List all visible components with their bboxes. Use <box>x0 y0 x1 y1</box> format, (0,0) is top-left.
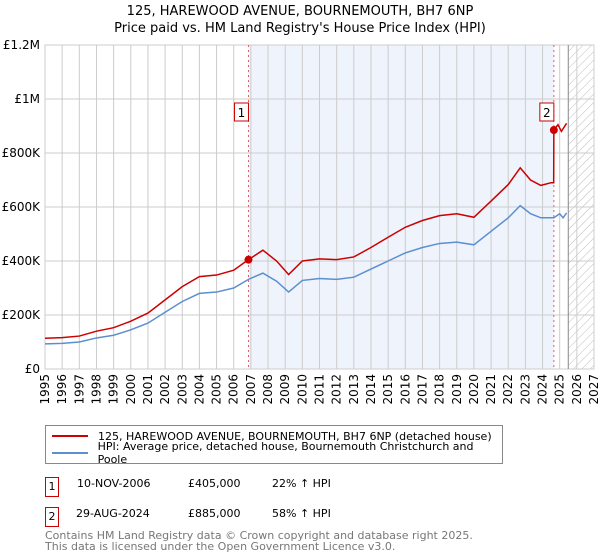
x-tick-label: 2006 <box>227 374 241 405</box>
sale-label: 2 <box>543 106 551 120</box>
x-tick-label: 2009 <box>278 374 292 405</box>
series-line <box>44 122 568 339</box>
x-tick-label: 2016 <box>398 374 412 405</box>
x-tick-label: 1995 <box>38 374 52 405</box>
sale-price: £405,000 <box>188 477 241 490</box>
sale-date: 10-NOV-2006 <box>77 477 151 490</box>
x-tick-label: 2017 <box>415 374 429 405</box>
sale-hpi-change: 22% ↑ HPI <box>272 477 331 490</box>
x-tick-label: 2027 <box>587 374 600 405</box>
x-tick-label: 1997 <box>72 374 86 405</box>
x-tick-label: 1996 <box>55 374 69 405</box>
x-tick-label: 2022 <box>501 374 515 405</box>
x-tick-label: 2008 <box>261 374 275 405</box>
blue-line-swatch <box>52 452 88 454</box>
legend-item-hpi: HPI: Average price, detached house, Bour… <box>52 440 502 466</box>
x-tick-label: 1998 <box>89 374 103 405</box>
x-tick-label: 2018 <box>433 374 447 405</box>
y-tick-label: £1.2M <box>3 38 40 52</box>
sale-number-badge: 1 <box>45 477 59 497</box>
x-tick-label: 2019 <box>450 374 464 405</box>
sale-date: 29-AUG-2024 <box>76 507 150 520</box>
sale-label-box <box>233 102 249 122</box>
y-tick-label: £800K <box>2 146 42 160</box>
sale-point <box>244 255 253 264</box>
chart-title: 125, HAREWOOD AVENUE, BOURNEMOUTH, BH7 6… <box>126 4 474 19</box>
x-tick-label: 2002 <box>158 374 172 405</box>
legend-item-property: 125, HAREWOOD AVENUE, BOURNEMOUTH, BH7 6… <box>52 428 492 444</box>
x-tick-label: 2005 <box>210 374 224 405</box>
footer: Contains HM Land Registry data © Crown c… <box>45 530 473 552</box>
x-tick-label: 2004 <box>192 374 206 405</box>
plot-border <box>44 44 595 370</box>
x-tick-label: 2001 <box>141 374 155 405</box>
y-tick-label: £0 <box>25 362 40 376</box>
legend: 125, HAREWOOD AVENUE, BOURNEMOUTH, BH7 6… <box>45 425 503 466</box>
x-tick-label: 2013 <box>347 374 361 405</box>
chart-subtitle: Price paid vs. HM Land Registry's House … <box>114 21 486 36</box>
x-tick-label: 1999 <box>107 374 121 405</box>
sale-label: 1 <box>238 106 246 120</box>
x-tick-label: 2023 <box>518 374 532 405</box>
x-tick-label: 2024 <box>536 374 550 405</box>
x-tick-label: 2014 <box>364 374 378 405</box>
y-tick-label: £200K <box>2 308 42 322</box>
y-tick-label: £400K <box>2 254 42 268</box>
legend-label: 125, HAREWOOD AVENUE, BOURNEMOUTH, BH7 6… <box>98 429 492 443</box>
series-line <box>44 204 568 345</box>
x-tick-label: 2025 <box>553 374 567 405</box>
x-tick-label: 2010 <box>295 374 309 405</box>
x-tick-label: 2003 <box>175 374 189 405</box>
y-tick-label: £600K <box>2 200 42 214</box>
x-tick-label: 2015 <box>381 374 395 405</box>
footer-copyright: Contains HM Land Registry data © Crown c… <box>45 529 473 542</box>
x-tick-label: 2000 <box>124 374 138 405</box>
legend-label: HPI: Average price, detached house, Bour… <box>97 440 474 466</box>
x-tick-label: 2026 <box>570 374 584 405</box>
sale-hpi-change: 58% ↑ HPI <box>272 507 331 520</box>
x-tick-label: 2012 <box>330 374 344 405</box>
footer-licence: This data is licensed under the Open Gov… <box>45 540 396 553</box>
x-tick-label: 2007 <box>244 374 258 405</box>
y-tick-label: £1M <box>14 92 40 106</box>
sale-point <box>549 126 558 135</box>
x-tick-label: 2021 <box>484 374 498 405</box>
sale-price: £885,000 <box>188 507 241 520</box>
x-tick-label: 2020 <box>467 374 481 405</box>
x-tick-label: 2011 <box>313 374 327 405</box>
sale-label-box <box>539 102 555 122</box>
sale-number-badge: 2 <box>45 507 59 527</box>
red-line-swatch <box>52 435 88 437</box>
